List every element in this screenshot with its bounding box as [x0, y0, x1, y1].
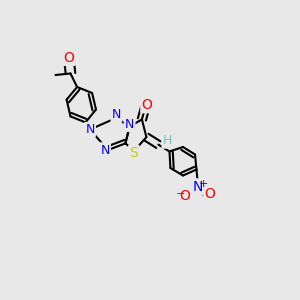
Text: N: N	[112, 108, 121, 122]
Text: N: N	[100, 143, 110, 157]
Text: O: O	[64, 51, 74, 64]
Text: S: S	[129, 146, 138, 160]
Text: +: +	[199, 178, 208, 189]
Text: N: N	[125, 118, 134, 131]
Text: O: O	[205, 187, 215, 200]
Text: H: H	[163, 134, 172, 148]
Text: O: O	[142, 98, 152, 112]
Text: −: −	[176, 189, 185, 199]
Text: N: N	[193, 180, 203, 194]
Text: N: N	[85, 123, 95, 136]
Text: O: O	[180, 189, 190, 202]
